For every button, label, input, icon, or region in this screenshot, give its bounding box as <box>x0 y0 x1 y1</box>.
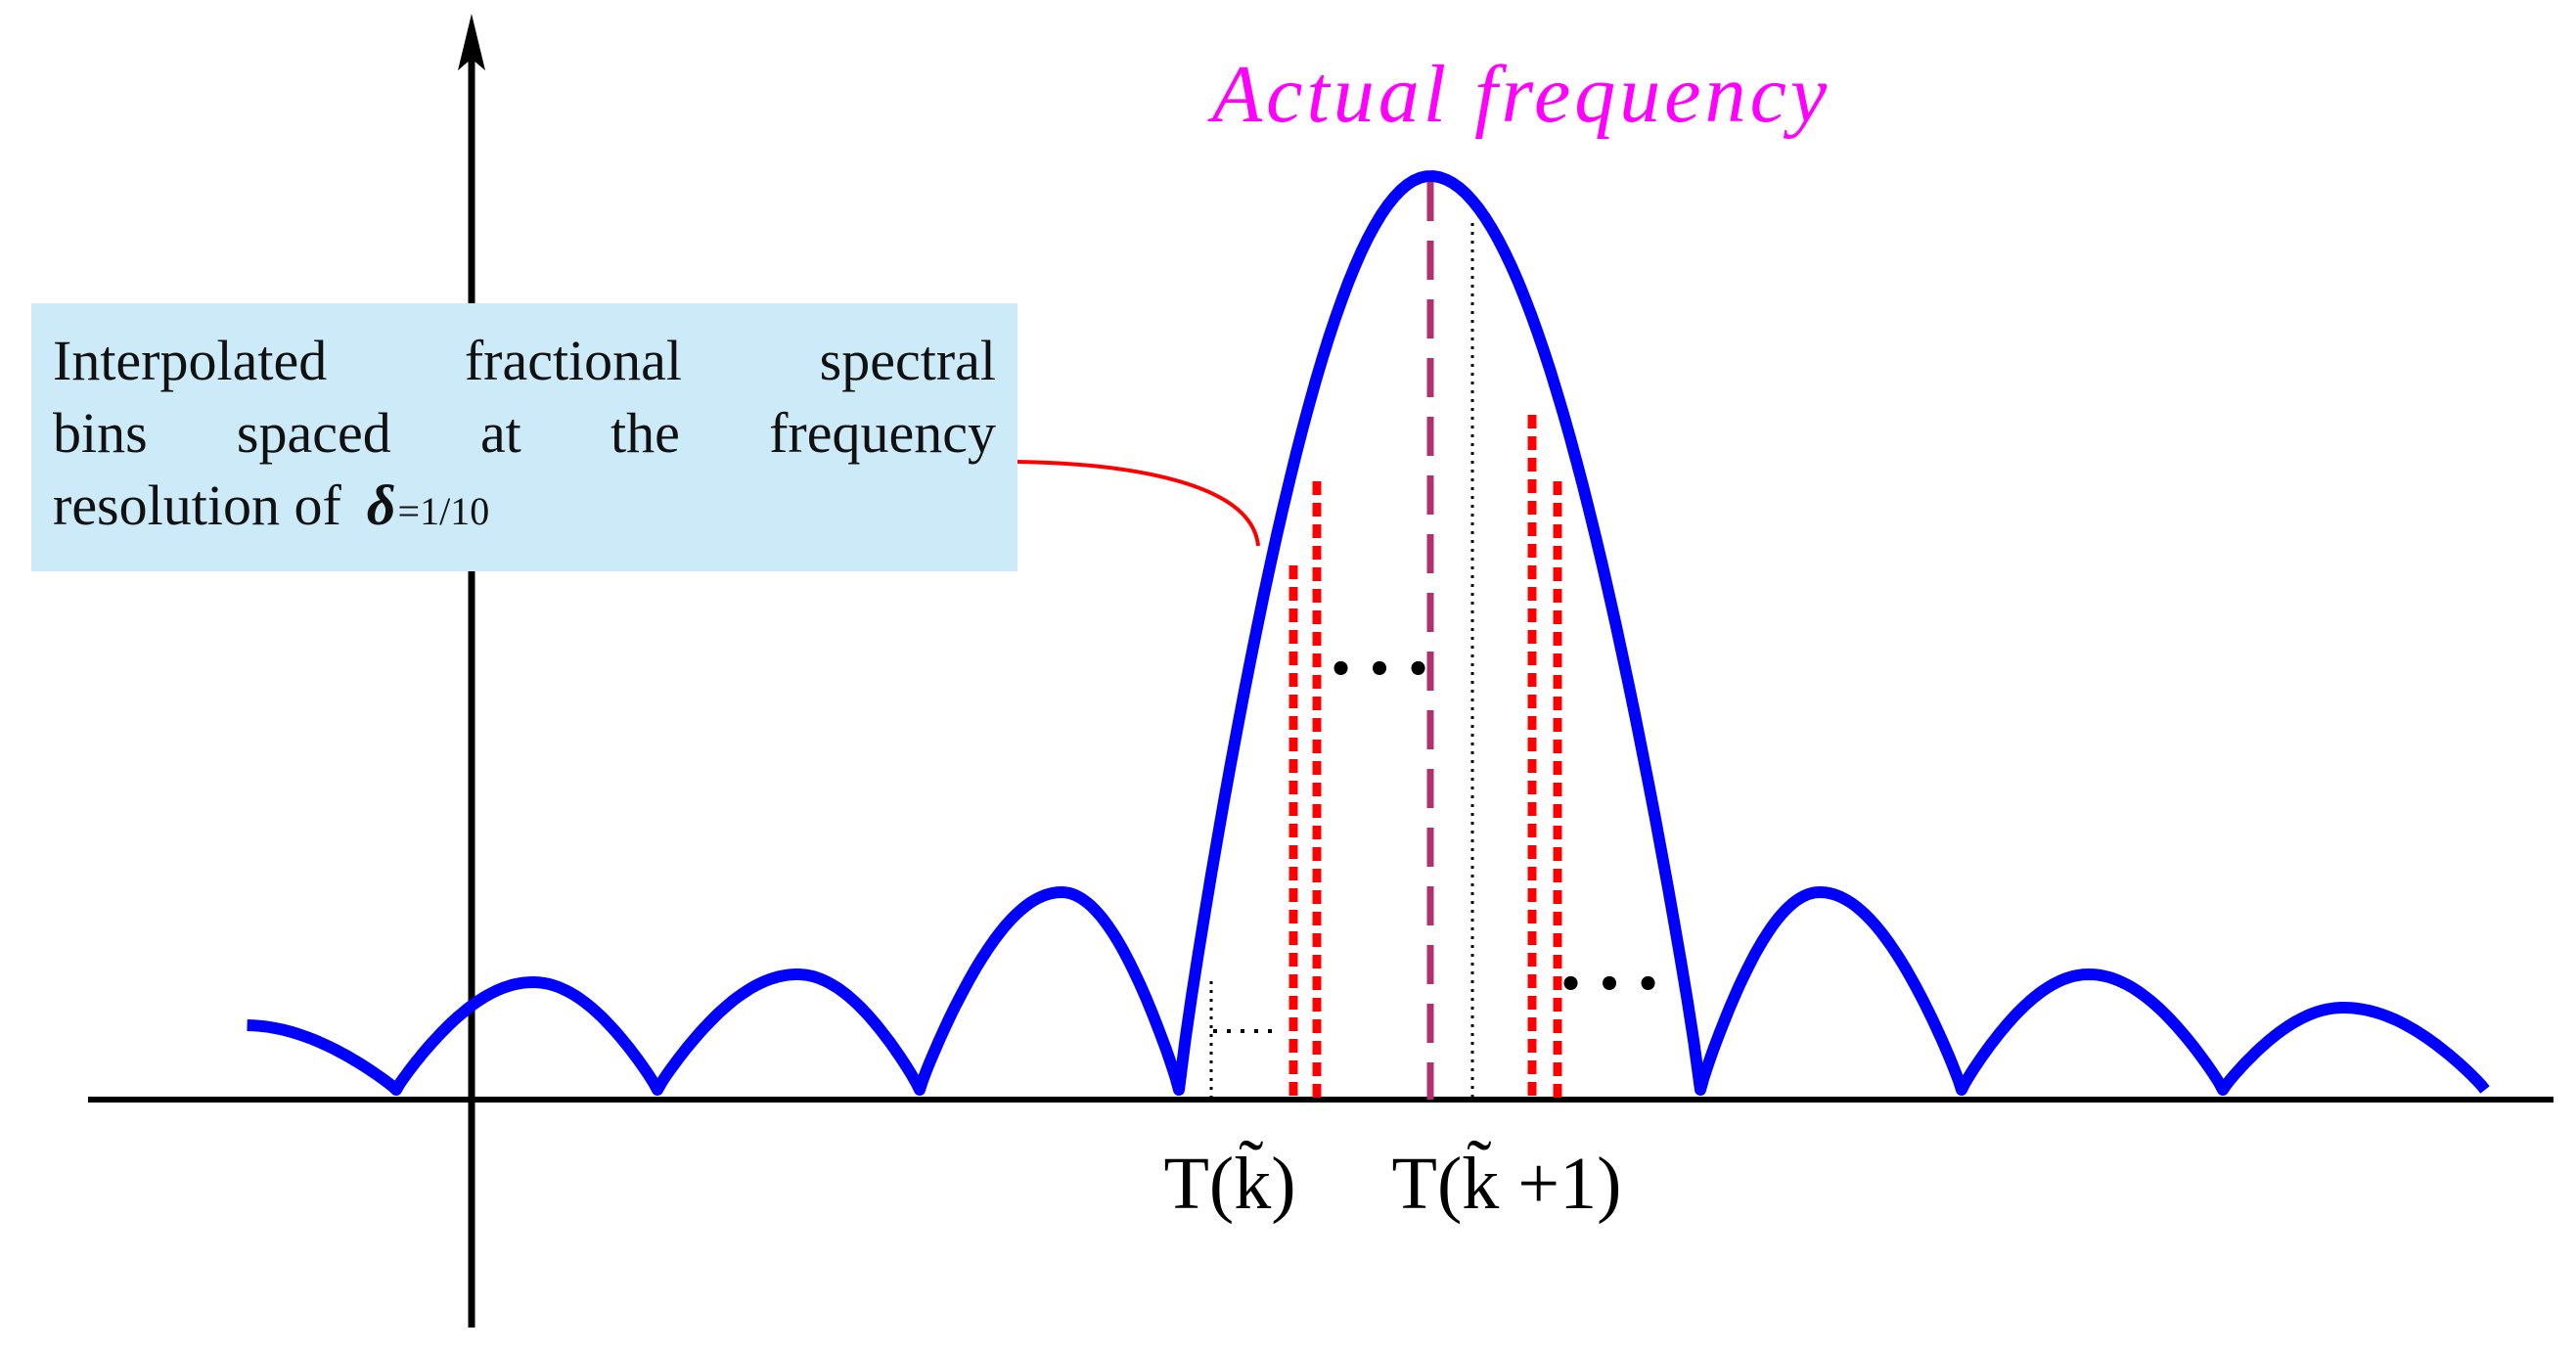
callout-leader-line <box>1017 460 1260 547</box>
middle-ellipsis: • • • <box>1329 647 1431 693</box>
right-ellipsis: • • • <box>1559 962 1661 1008</box>
interpolated-bins <box>1288 415 1562 1100</box>
bin-k1-label: T(k̃ +1) <box>1392 1140 1622 1225</box>
callout-word: spaced <box>236 401 391 465</box>
callout-text: resolution of <box>53 473 341 537</box>
callout-word: spectral <box>819 329 996 392</box>
callout-line-3: resolution of δ=1/10 <box>53 470 996 548</box>
callout-word: the <box>610 401 680 465</box>
sinc-magnitude-curve <box>244 170 2490 1096</box>
callout-word: fractional <box>464 329 683 392</box>
callout-word: at <box>479 401 521 465</box>
callout-line-1: Interpolated fractional spectral <box>53 325 996 397</box>
actual-frequency-title: Actual frequency <box>1207 49 1830 140</box>
callout-line-2: bins spaced at the frequency <box>53 397 996 470</box>
delta-symbol: δ <box>366 473 396 537</box>
vertical-axis-arrow <box>458 14 485 70</box>
callout-word: Interpolated <box>53 329 328 392</box>
delta-value: =1/10 <box>397 489 490 533</box>
bin-k-label: T(k̃) <box>1163 1140 1295 1225</box>
callout-word: frequency <box>769 401 996 465</box>
callout-word: bins <box>53 401 148 465</box>
callout-box: Interpolated fractional spectral bins sp… <box>31 303 1017 571</box>
